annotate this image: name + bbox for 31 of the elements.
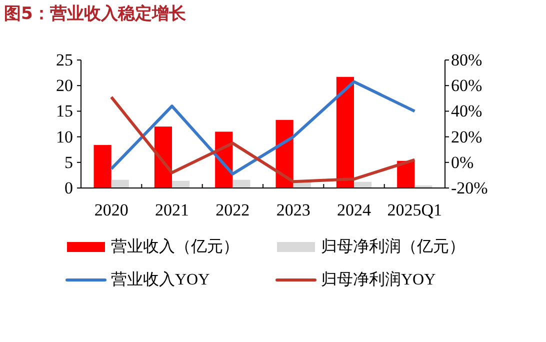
x-tick-label: 2022 [216, 200, 250, 220]
bar [94, 144, 112, 188]
line-series [110, 80, 416, 176]
y2-tick-label: -20% [451, 178, 488, 198]
y-tick-label: 0 [64, 178, 73, 198]
y-tick-label: 15 [56, 102, 73, 121]
x-tick-label: 2020 [94, 200, 128, 220]
bar [336, 76, 354, 188]
y2-tick-label: 80% [451, 50, 482, 70]
line-series [110, 96, 416, 184]
bar [154, 126, 172, 188]
legend-label: 归母净利润YOY [321, 270, 436, 288]
y-tick-label: 5 [64, 152, 73, 172]
chart-title: 图5：营业收入稳定增长 [4, 4, 187, 24]
y2-tick-label: 40% [451, 102, 482, 121]
x-tick-label: 2021 [155, 200, 189, 220]
y-tick-label: 20 [56, 76, 73, 96]
bar [232, 180, 250, 188]
y2-tick-label: 60% [451, 76, 482, 96]
legend-label: 营业收入（亿元） [111, 238, 239, 256]
legend-label: 营业收入YOY [111, 270, 210, 288]
x-tick-label: 2025Q1 [387, 200, 442, 220]
y-tick-label: 10 [56, 127, 73, 146]
y2-tick-label: 0% [451, 152, 474, 172]
legend-label: 归母净利润（亿元） [321, 238, 465, 256]
y-tick-label: 25 [56, 50, 73, 70]
x-tick-label: 2024 [337, 200, 372, 220]
x-tick-label: 2023 [276, 200, 310, 220]
bar [172, 180, 190, 188]
y2-tick-label: 20% [451, 127, 482, 146]
bar [111, 180, 129, 188]
